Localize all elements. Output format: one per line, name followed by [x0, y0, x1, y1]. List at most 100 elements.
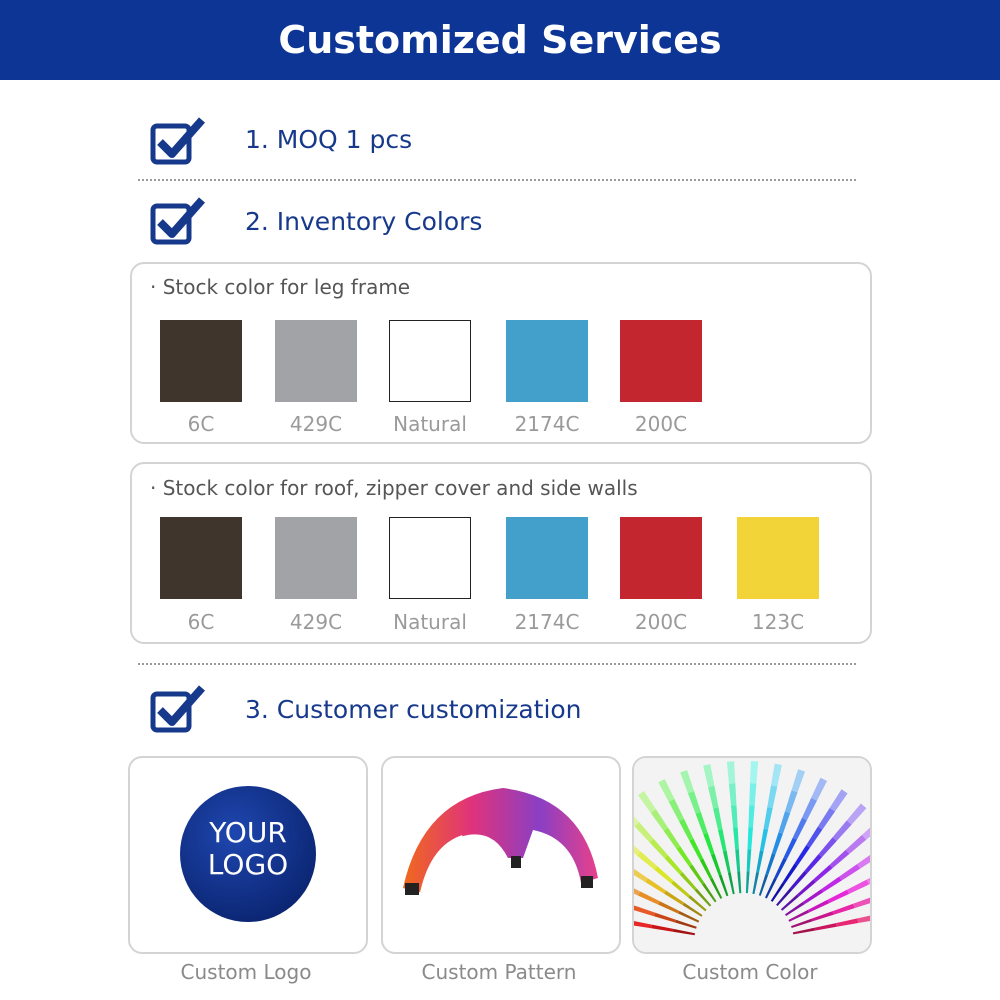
fan-chip: [785, 790, 798, 813]
color-fan-image: [634, 758, 870, 952]
fan-chip: [866, 877, 870, 885]
fan-chip: [689, 838, 704, 861]
color-swatch: [160, 320, 242, 402]
logo-text: YOUR: [208, 816, 287, 849]
fan-chip: [702, 882, 717, 903]
fan-chip: [806, 826, 823, 848]
color-swatch: [275, 320, 357, 402]
swatch-label: 6C: [187, 412, 215, 436]
fan-chip: [802, 797, 817, 821]
check-icon: [150, 117, 205, 165]
fan-chip: [817, 807, 836, 830]
fan-chip: [788, 909, 810, 922]
color-swatch: [389, 320, 471, 402]
card: [632, 756, 872, 954]
fan-chip: [821, 876, 842, 893]
fan-chip: [687, 791, 701, 814]
card-caption: Custom Pattern: [421, 960, 577, 984]
color-swatch: [275, 517, 357, 599]
swatch-label: 200C: [634, 610, 688, 634]
fan-chip: [664, 855, 683, 875]
fan-chip: [664, 890, 685, 906]
fan-chip: [804, 854, 822, 874]
swatch-label: 2174C: [514, 610, 580, 634]
color-swatch: [737, 517, 819, 599]
tent-image: [403, 788, 598, 895]
fan-chip: [803, 889, 824, 905]
fan-chip: [634, 845, 641, 856]
item-label: 3. Customer customization: [245, 695, 582, 724]
fan-chip: [811, 777, 827, 801]
color-swatch: [160, 517, 242, 599]
fan-chip: [672, 928, 695, 936]
fan-chip: [676, 846, 693, 867]
fan-chip: [794, 845, 810, 866]
fan-chip: [829, 789, 848, 812]
fan-chip: [728, 783, 737, 806]
fan-chip: [763, 807, 773, 830]
fan-chip: [765, 877, 777, 899]
fan-chip: [785, 901, 805, 916]
fan-chip: [638, 791, 656, 813]
color-swatch: [506, 517, 588, 599]
fan-chip: [668, 798, 684, 822]
fan-chip: [658, 901, 680, 914]
fan-chip: [765, 853, 776, 876]
fan-chip: [835, 918, 859, 927]
fan-chip: [651, 924, 674, 932]
fan-chip: [791, 769, 805, 793]
fan-chip: [792, 817, 807, 840]
swatch-label: 2174C: [514, 412, 580, 436]
fan-chip: [634, 888, 641, 896]
fan-chip: [829, 849, 850, 869]
color-swatch: [506, 320, 588, 402]
fan-chip: [790, 870, 808, 890]
fan-chip: [638, 891, 660, 905]
fan-chip: [634, 868, 648, 883]
fan-chip: [807, 899, 830, 913]
swatch-label: 6C: [187, 610, 215, 634]
fan-chip: [792, 927, 815, 935]
item-label: 2. Inventory Colors: [245, 207, 483, 236]
fan-chip: [827, 889, 850, 904]
fan-chip: [774, 857, 787, 879]
card-caption: Custom Logo: [180, 960, 312, 984]
fan-chip: [699, 858, 713, 880]
fan-chip: [814, 923, 837, 931]
fan-chip: [811, 911, 834, 922]
card-caption: Custom Color: [682, 960, 818, 984]
fan-chip: [713, 807, 723, 830]
fan-chip: [746, 849, 752, 872]
group-label: · Stock color for roof, zipper cover and…: [150, 476, 638, 500]
fan-chip: [776, 887, 793, 906]
fan-chip: [857, 915, 870, 923]
fan-chip: [758, 874, 769, 896]
color-swatch: [620, 320, 702, 402]
logo-circle: [180, 786, 316, 922]
fan-chip: [688, 895, 707, 912]
color-swatch: [620, 517, 702, 599]
divider: [138, 179, 856, 181]
fan-chip: [658, 779, 675, 802]
fan-chip: [654, 866, 674, 884]
fan-chip: [722, 850, 731, 873]
fan-chip: [689, 864, 705, 885]
fan-chip: [747, 827, 753, 850]
swatch-label: Natural: [393, 412, 467, 436]
fan-chip: [749, 783, 757, 806]
divider: [138, 663, 856, 665]
fan-chip: [783, 837, 797, 860]
fan-chip: [694, 888, 712, 907]
fan-chip: [663, 827, 681, 849]
fan-chip: [634, 822, 654, 843]
color-box: [130, 262, 872, 444]
fan-chip: [678, 911, 700, 923]
check-icon: [150, 685, 205, 733]
color-swatch: [389, 517, 471, 599]
group-label: · Stock color for leg frame: [150, 275, 411, 299]
fan-chip: [718, 829, 727, 852]
fan-chip: [847, 879, 869, 894]
fan-chip: [752, 872, 759, 895]
fan-chip: [770, 882, 785, 902]
fan-chip: [634, 816, 640, 827]
